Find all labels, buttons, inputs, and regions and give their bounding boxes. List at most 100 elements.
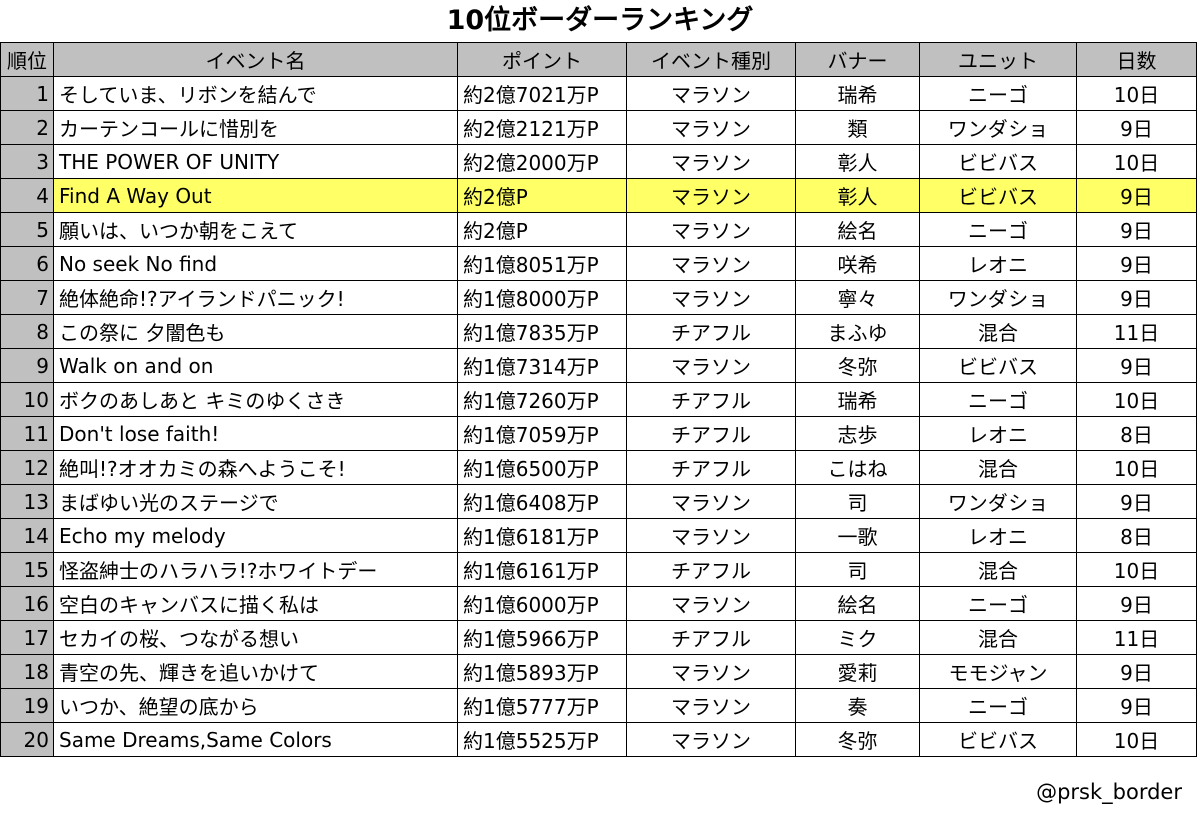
days-cell: 10日 [1076, 552, 1197, 587]
event-name-cell: 絶体絶命!?アイランドパニック! [53, 280, 458, 315]
table-row: 13 まばゆい光のステージで 約1億6408万P マラソン司ワンダショ 9日 [0, 484, 1197, 519]
banner-cell: 愛莉 [795, 654, 920, 689]
banner-cell: 一歌 [795, 518, 920, 553]
days-cell: 9日 [1076, 212, 1197, 247]
banner-cell: 咲希 [795, 246, 920, 281]
days-cell: 9日 [1076, 688, 1197, 723]
event-name-cell: Don't lose faith! [53, 416, 458, 451]
banner-cell: 奏 [795, 688, 920, 723]
event-name-cell: ボクのあしあと キミのゆくさき [53, 382, 458, 417]
event-type-cell: マラソン [626, 110, 796, 145]
banner-cell: 瑞希 [795, 76, 920, 111]
rank-cell: 5 [0, 212, 54, 247]
banner-cell: ミク [795, 620, 920, 655]
event-type-cell: マラソン [626, 518, 796, 553]
event-type-cell: マラソン [626, 722, 796, 757]
event-name-cell: THE POWER OF UNITY [53, 144, 458, 179]
event-type-cell: チアフル [626, 620, 796, 655]
points-cell: 約1億5966万P [457, 620, 627, 655]
event-type-cell: チアフル [626, 314, 796, 349]
table-row: 5 願いは、いつか朝をこえて 約2億P マラソン 絵名 ニーゴ 9日 [0, 212, 1197, 247]
days-cell: 9日 [1076, 484, 1197, 519]
points-cell: 約1億8000万P [457, 280, 627, 315]
days-cell: 9日 [1076, 110, 1197, 145]
table-row: 12 絶叫!?オオカミの森へようこそ! 約1億6500万P チアフル こはね 混合 10日 [0, 450, 1197, 485]
column-header-event-name: イベント名 [53, 42, 458, 77]
unit-cell: 混合 [919, 314, 1077, 349]
points-cell: 約2億2121万P [457, 110, 627, 145]
ranking-table: 順位 イベント名 ポイント イベント種別 バナー ユニット 日数 1 そしていま、… [0, 42, 1197, 757]
event-type-cell: マラソン [626, 246, 796, 281]
banner-cell: 絵名 [795, 586, 920, 621]
rank-cell: 18 [0, 654, 54, 689]
days-cell: 9日 [1076, 654, 1197, 689]
unit-cell: ニーゴ [919, 212, 1077, 247]
unit-cell: ビビバス [919, 178, 1077, 213]
points-cell: 約1億6408万P [457, 484, 627, 519]
event-type-cell: マラソン [626, 280, 796, 315]
event-name-cell: Find A Way Out [53, 178, 458, 213]
table-row: 18 青空の先、輝きを追いかけて 約1億5893万P マラソン 愛莉 モモジャン 9日 [0, 654, 1197, 689]
table-row: 10 ボクのあしあと キミのゆくさき 約1億7260万P チアフル 瑞希 ニーゴ 10日 [0, 382, 1197, 417]
banner-cell: 志歩 [795, 416, 920, 451]
column-header-days: 日数 [1076, 42, 1197, 77]
rank-cell: 4 [0, 178, 54, 213]
banner-cell: 司 [795, 552, 920, 587]
event-type-cell: マラソン [626, 654, 796, 689]
table-row: 15 怪盗紳士のハラハラ!?ホワイトデー 約1億6161万P チアフル司混合 10日 [0, 552, 1197, 587]
column-header-points: ポイント [457, 42, 627, 77]
column-header-banner: バナー [795, 42, 920, 77]
event-name-cell: 絶叫!?オオカミの森へようこそ! [53, 450, 458, 485]
rank-cell: 8 [0, 314, 54, 349]
banner-cell: 類 [795, 110, 920, 145]
banner-cell: こはね [795, 450, 920, 485]
days-cell: 10日 [1076, 382, 1197, 417]
unit-cell: レオニ [919, 518, 1077, 553]
event-type-cell: マラソン [626, 348, 796, 383]
table-row: 16 空白のキャンバスに描く私は 約1億6000万P マラソン 絵名 ニーゴ 9日 [0, 586, 1197, 621]
days-cell: 9日 [1076, 178, 1197, 213]
days-cell: 11日 [1076, 314, 1197, 349]
rank-cell: 3 [0, 144, 54, 179]
event-name-cell: セカイの桜、つながる想い [53, 620, 458, 655]
event-name-cell: 願いは、いつか朝をこえて [53, 212, 458, 247]
event-type-cell: チアフル [626, 382, 796, 417]
unit-cell: モモジャン [919, 654, 1077, 689]
points-cell: 約1億6500万P [457, 450, 627, 485]
unit-cell: ワンダショ [919, 280, 1077, 315]
points-cell: 約1億6000万P [457, 586, 627, 621]
event-type-cell: マラソン [626, 484, 796, 519]
event-name-cell: 空白のキャンバスに描く私は [53, 586, 458, 621]
event-name-cell: この祭に 夕闇色も [53, 314, 458, 349]
event-name-cell: いつか、絶望の底から [53, 688, 458, 723]
rank-cell: 14 [0, 518, 54, 553]
unit-cell: レオニ [919, 246, 1077, 281]
points-cell: 約2億P [457, 212, 627, 247]
event-name-cell: Echo my melody [53, 518, 458, 553]
unit-cell: 混合 [919, 450, 1077, 485]
days-cell: 9日 [1076, 246, 1197, 281]
rank-cell: 16 [0, 586, 54, 621]
table-row: 2 カーテンコールに惜別を 約2億2121万P マラソン類ワンダショ 9日 [0, 110, 1197, 145]
table-row: 11 Don't lose faith! 約1億7059万P チアフル 志歩 レオニ 8日 [0, 416, 1197, 451]
points-cell: 約1億7260万P [457, 382, 627, 417]
unit-cell: ニーゴ [919, 382, 1077, 417]
table-row: 7 絶体絶命!?アイランドパニック! 約1億8000万P マラソン 寧々 ワンダショ 9日 [0, 280, 1197, 315]
rank-cell: 15 [0, 552, 54, 587]
event-name-cell: カーテンコールに惜別を [53, 110, 458, 145]
points-cell: 約2億P [457, 178, 627, 213]
rank-cell: 20 [0, 722, 54, 757]
points-cell: 約1億6181万P [457, 518, 627, 553]
credit-handle: @prsk_border [1036, 780, 1182, 804]
column-header-event-type: イベント種別 [626, 42, 796, 77]
banner-cell: 彰人 [795, 144, 920, 179]
rank-cell: 11 [0, 416, 54, 451]
event-type-cell: マラソン [626, 688, 796, 723]
unit-cell: 混合 [919, 620, 1077, 655]
event-type-cell: マラソン [626, 212, 796, 247]
column-header-rank: 順位 [0, 42, 54, 77]
points-cell: 約2億2000万P [457, 144, 627, 179]
event-name-cell: Same Dreams,Same Colors [53, 722, 458, 757]
rank-cell: 12 [0, 450, 54, 485]
days-cell: 10日 [1076, 450, 1197, 485]
